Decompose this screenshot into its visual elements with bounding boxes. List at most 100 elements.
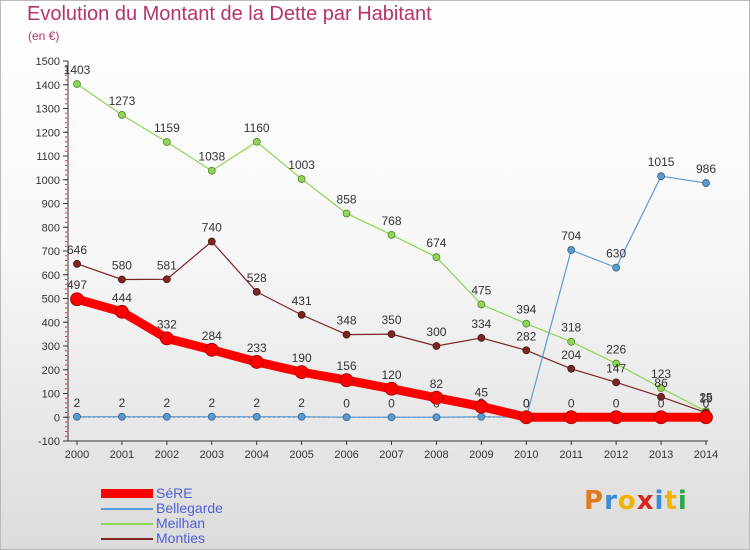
x-tick-label: 2006 [334, 449, 358, 461]
data-point [567, 364, 576, 373]
x-tick-label: 2011 [559, 449, 583, 461]
data-point [342, 209, 351, 218]
data-point [612, 359, 621, 368]
y-tick-label: 1100 [36, 151, 60, 163]
data-label: 1003 [288, 158, 315, 172]
chart-axes: -100010020030040050060070080090010001100… [36, 56, 719, 461]
data-point [115, 304, 129, 319]
data-point [294, 365, 309, 380]
data-label: 300 [426, 325, 446, 339]
data-point [477, 334, 486, 342]
data-label: 0 [523, 396, 530, 410]
data-point [702, 179, 710, 187]
x-tick-label: 2009 [469, 449, 493, 461]
data-label: 86 [654, 376, 668, 390]
data-point [342, 413, 351, 422]
data-point [477, 300, 486, 309]
data-label: 45 [475, 386, 489, 400]
data-label: 2 [208, 396, 215, 410]
logo-letter: i [654, 486, 665, 516]
data-point [162, 275, 171, 284]
data-point [118, 412, 126, 421]
data-point [522, 319, 531, 328]
data-label: 1160 [244, 121, 270, 135]
data-point [297, 175, 306, 183]
data-label: 334 [471, 317, 491, 331]
data-label: 0 [388, 396, 395, 410]
data-label: 858 [337, 192, 357, 206]
data-label: 1159 [154, 121, 180, 135]
chart-title: Evolution du Montant de la Dette par Hab… [27, 3, 432, 25]
data-label: 0 [523, 396, 530, 410]
data-point [297, 310, 306, 319]
chart-series: 1403 1273 1159 1038 1160 1003 858 768 674 475 394 3… [64, 63, 716, 425]
series-meilhan: 1403 1273 1159 1038 1160 1003 858 768 674 475 394 3… [64, 63, 713, 416]
data-label: 740 [202, 221, 222, 235]
x-tick-label: 2007 [379, 449, 403, 461]
data-point [297, 412, 306, 421]
data-label: 630 [606, 247, 626, 261]
data-point [699, 410, 713, 425]
legend-swatch [101, 523, 153, 525]
data-point [657, 384, 665, 392]
data-point [612, 263, 621, 272]
data-point [432, 413, 441, 422]
legend-swatch [101, 489, 153, 498]
y-tick-label: 900 [42, 199, 60, 211]
data-point [252, 287, 261, 296]
legend-swatch [101, 508, 153, 510]
x-tick-label: 2002 [155, 449, 179, 461]
logo-letter: i [677, 486, 688, 516]
y-tick-label: 100 [42, 389, 60, 401]
x-tick-label: 2003 [200, 449, 224, 461]
data-label: 204 [561, 348, 581, 362]
data-point [657, 172, 665, 181]
data-point [249, 355, 264, 369]
data-label: 580 [112, 259, 132, 273]
data-label: 2 [164, 396, 171, 410]
data-label: 1273 [109, 94, 136, 108]
chart-subtitle: (en €) [28, 29, 60, 43]
data-point [207, 412, 216, 421]
data-point [387, 330, 396, 339]
y-tick-label: 600 [42, 270, 60, 282]
data-point [432, 342, 441, 350]
data-point [70, 292, 84, 307]
y-tick-label: 1200 [36, 127, 60, 139]
data-point [207, 166, 216, 175]
y-tick-label: 0 [54, 412, 60, 424]
legend-swatch [101, 538, 153, 540]
data-label: 19 [699, 392, 713, 406]
data-point [474, 399, 489, 414]
y-tick-label: -100 [38, 436, 60, 448]
data-point [252, 412, 261, 421]
data-point [162, 412, 171, 421]
data-point [612, 378, 621, 387]
data-point [73, 259, 81, 268]
x-tick-label: 2014 [694, 449, 718, 461]
data-label: 0 [613, 396, 620, 410]
data-label: 233 [247, 341, 267, 355]
data-label: 318 [561, 321, 581, 335]
x-tick-label: 2012 [604, 449, 628, 461]
data-label: 1038 [198, 150, 225, 164]
data-label: 147 [606, 361, 626, 375]
data-point [159, 331, 174, 346]
data-label: 332 [157, 317, 177, 331]
data-label: 0 [568, 396, 575, 410]
y-tick-label: 700 [42, 246, 60, 258]
legend-label: Meilhan [156, 515, 206, 531]
data-label: 284 [202, 329, 222, 343]
y-tick-label: 400 [42, 317, 60, 329]
data-point [339, 373, 354, 388]
data-label: 646 [67, 243, 87, 257]
data-label: 1015 [648, 155, 675, 169]
y-tick-label: 500 [42, 294, 60, 306]
logo-letter: x [636, 486, 655, 516]
logo-letter: o [617, 486, 637, 516]
data-point [384, 381, 399, 396]
data-point [567, 337, 576, 346]
data-label: 0 [658, 396, 665, 410]
